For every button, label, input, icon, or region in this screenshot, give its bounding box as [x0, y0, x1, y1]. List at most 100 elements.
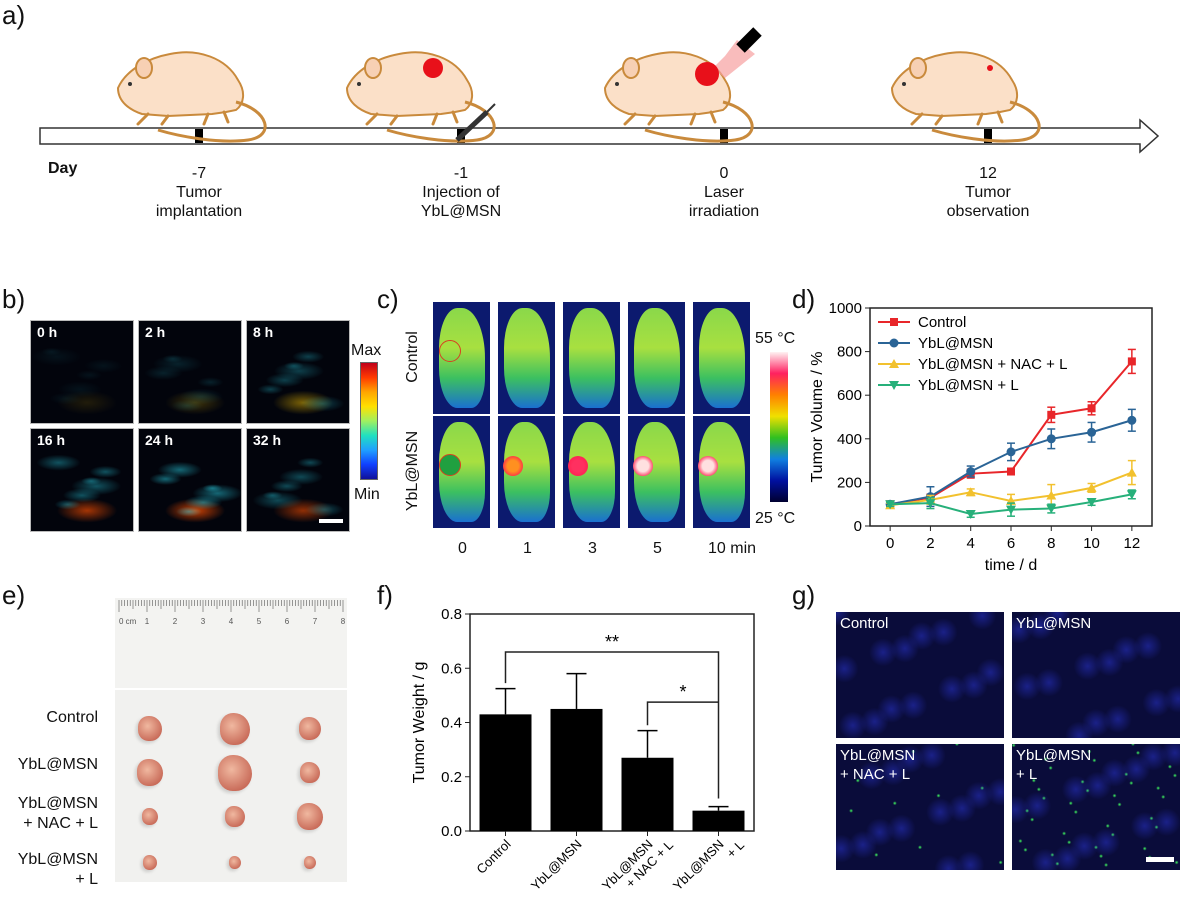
frame-label: 8 h	[253, 324, 274, 340]
data-point	[1046, 504, 1057, 514]
x-tick-label: 12	[1124, 535, 1141, 552]
thermal-frame	[628, 416, 685, 528]
y-tick-label: 0.0	[441, 823, 462, 840]
legend-marker	[889, 359, 899, 368]
bar	[550, 708, 603, 831]
frame-label: 32 h	[253, 432, 282, 448]
legend-label: YbL@MSN + L	[918, 377, 1019, 394]
fluorescence-frame: 24 h	[138, 428, 242, 532]
data-point	[1006, 447, 1016, 457]
event-line2: observation	[946, 203, 1030, 220]
x-tick-label: 2	[926, 535, 934, 552]
event-day: 0	[719, 165, 729, 182]
y-tick-label: 400	[837, 431, 862, 448]
roi-circle	[439, 454, 461, 476]
tumor-specimen	[300, 762, 320, 783]
frame-label-line1: YbL@MSN	[840, 747, 916, 764]
fluorescence-image-grid: 0 h 2 h 8 h 16 h 24 h 32 h	[30, 320, 350, 532]
tunel-frame: Control	[836, 612, 1004, 738]
panel-label-e: e)	[2, 580, 26, 610]
data-point	[1006, 505, 1016, 515]
ruler-label: 6	[285, 617, 290, 626]
ruler-label: 3	[201, 617, 206, 626]
legend-label: Control	[918, 314, 966, 331]
tumor-weight-chart: 0.0 0.2 0.4 0.6 0.8 Tumor Weight / g Control Yb…	[411, 606, 755, 904]
legend-label: YbL@MSN + NAC + L	[918, 356, 1067, 373]
colorbar-min-label: Min	[354, 486, 380, 503]
y-tick-label: 200	[837, 474, 862, 491]
thermal-frame	[693, 416, 750, 528]
x-tick-label-line: YbL@MSN	[528, 837, 585, 894]
time-label: 1	[523, 540, 532, 557]
hot-spot	[633, 456, 653, 476]
x-tick-label: YbL@MSN+ L	[670, 827, 747, 904]
panel-label-b: b)	[2, 284, 26, 314]
colorbar-jet	[360, 362, 378, 480]
tumor-specimen	[137, 759, 163, 787]
data-point	[966, 467, 976, 476]
tunel-frame: YbL@MSN + NAC + L	[836, 744, 1004, 870]
hot-spot	[503, 456, 523, 476]
frame-label: 2 h	[145, 324, 166, 340]
data-point	[925, 499, 936, 509]
data-point	[1086, 482, 1097, 492]
scale-bar	[1146, 857, 1174, 862]
bar	[621, 757, 674, 831]
ruler-label: 0 cm	[119, 617, 137, 626]
data-point	[1126, 490, 1137, 500]
data-point	[1007, 467, 1015, 476]
data-point	[885, 500, 896, 510]
thermal-frame	[433, 302, 490, 414]
frame-label: 0 h	[37, 324, 58, 340]
tumor-specimen	[138, 716, 162, 742]
y-tick-label: 0.8	[441, 606, 462, 623]
row-label-yblmsn: YbL@MSN	[404, 430, 421, 512]
x-tick-label-line: + L	[723, 837, 747, 861]
time-label: 5	[653, 540, 662, 557]
mouse-thermal-silhouette	[569, 308, 615, 408]
tunel-frame: YbL@MSN + L	[1012, 744, 1180, 870]
panel-label-a: a)	[2, 0, 26, 30]
event-day: -7	[191, 165, 207, 182]
timeline-event: 0 Laser irradiation	[644, 164, 804, 221]
thermal-frame	[563, 416, 620, 528]
fluorescence-frame: 2 h	[138, 320, 242, 424]
tumor-specimen	[220, 713, 250, 745]
fluorescence-frame: 0 h	[30, 320, 134, 424]
ruler-label: 2	[173, 617, 178, 626]
tumor-specimen	[297, 803, 323, 831]
ruler-photo	[115, 598, 347, 688]
mouse-laser-icon	[603, 27, 762, 143]
event-line1: Tumor	[965, 184, 1011, 201]
ruler-label: 1	[145, 617, 150, 626]
data-point	[1127, 357, 1136, 366]
event-day: -1	[453, 165, 469, 182]
x-tick-label: 10	[1083, 535, 1100, 552]
row-label-control: Control	[404, 331, 421, 383]
x-tick-label: YbL@MSN+ NAC + L	[599, 827, 676, 904]
significance-label: **	[605, 632, 619, 652]
y-axis-label: Tumor Volume / %	[809, 351, 826, 482]
y-tick-label: 600	[837, 387, 862, 404]
event-line1: Injection of	[422, 184, 500, 201]
tumor-specimen	[229, 856, 241, 869]
scale-bar	[319, 519, 343, 523]
frame-label-line2: + L	[1016, 766, 1038, 783]
x-axis-label: time / d	[985, 557, 1037, 574]
bar	[692, 810, 745, 831]
time-label: 0	[458, 540, 467, 557]
tumor-row-label: YbL@MSN + NAC + L	[17, 795, 98, 832]
significance-label: *	[679, 682, 686, 702]
event-line2: YbL@MSN	[420, 203, 502, 220]
tumor-volume-chart: 0 200 400 600 800 1000 0 2 4 6 8 10 12 time / d Tumor …	[809, 300, 1153, 574]
event-day: 12	[979, 165, 997, 182]
x-tick-label-line: Control	[473, 836, 513, 876]
thermal-frame	[433, 416, 490, 528]
data-point	[965, 510, 976, 520]
legend-label: YbL@MSN	[918, 335, 993, 352]
panel-label-c: c)	[377, 284, 399, 314]
y-tick-label: 800	[837, 344, 862, 361]
bar	[479, 714, 532, 831]
ruler-label: 4	[229, 617, 234, 626]
tumor-specimen	[299, 717, 321, 741]
